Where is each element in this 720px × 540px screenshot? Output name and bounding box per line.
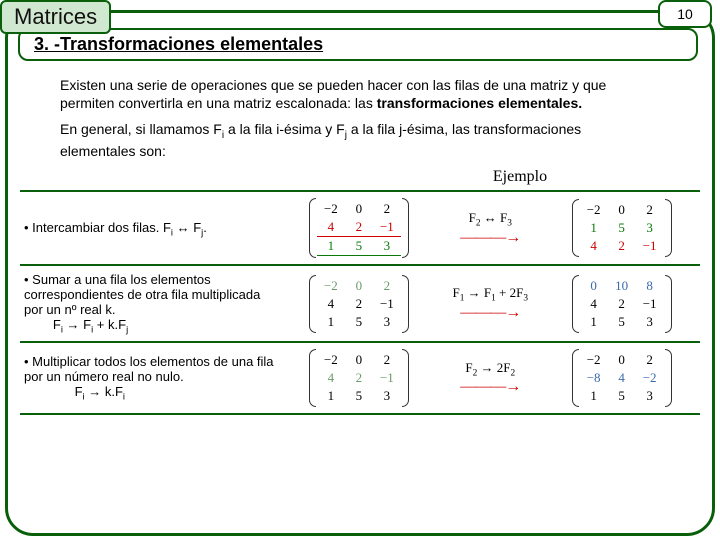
rule-desc: • Intercambiar dos filas. Fi ↔ Fj.	[20, 191, 281, 265]
table-row: • Intercambiar dos filas. Fi ↔ Fj. −202 …	[20, 191, 700, 265]
text: Sumar a una fila los elementos correspon…	[24, 272, 260, 317]
matrix-before: −202 42−1 153	[281, 191, 438, 265]
text-bold: transformaciones elementales.	[377, 95, 582, 111]
matrix-before: −202 42−1 153	[281, 342, 438, 414]
rules-table: • Intercambiar dos filas. Fi ↔ Fj. −202 …	[20, 190, 700, 415]
table-row: • Sumar a una fila los elementos corresp…	[20, 265, 700, 342]
paragraph-1: Existen una serie de operaciones que se …	[60, 76, 660, 112]
content-area: Existen una serie de operaciones que se …	[20, 70, 700, 415]
table-row: • Multiplicar todos los elementos de una…	[20, 342, 700, 414]
subtitle: 3. -Transformaciones elementales	[34, 34, 323, 54]
paragraph-2: En general, si llamamos Fi a la fila i-é…	[60, 120, 660, 160]
text: Multiplicar todos los elementos de una f…	[24, 354, 274, 384]
text: En general, si llamamos F	[60, 121, 222, 137]
header-tab: Matrices	[0, 0, 111, 34]
arrow-icon: ———→	[460, 304, 520, 321]
matrix-after: −202 −84−2 153	[543, 342, 700, 414]
operation-label: F2 ↔ F3 ———→	[437, 191, 543, 265]
arrow-icon: ———→	[460, 378, 520, 395]
matrix-after: 0108 42−1 153	[543, 265, 700, 342]
operation-label: F2 → 2F2 ———→	[437, 342, 543, 414]
operation-label: F1 → F1 + 2F3 ———→	[437, 265, 543, 342]
ejemplo-label: Ejemplo	[340, 168, 700, 186]
subtitle-box: 3. -Transformaciones elementales	[18, 28, 698, 61]
rule-desc: • Multiplicar todos los elementos de una…	[20, 342, 281, 414]
matrix-before: −202 42−1 153	[281, 265, 438, 342]
text: ↔ F	[173, 220, 201, 235]
text: Intercambiar dos filas. F	[32, 220, 171, 235]
page-number: 10	[658, 0, 712, 28]
rule-desc: • Sumar a una fila los elementos corresp…	[20, 265, 281, 342]
matrix-after: −202 153 42−1	[543, 191, 700, 265]
text: a la fila i-ésima y F	[224, 121, 345, 137]
arrow-icon: ———→	[460, 229, 520, 246]
